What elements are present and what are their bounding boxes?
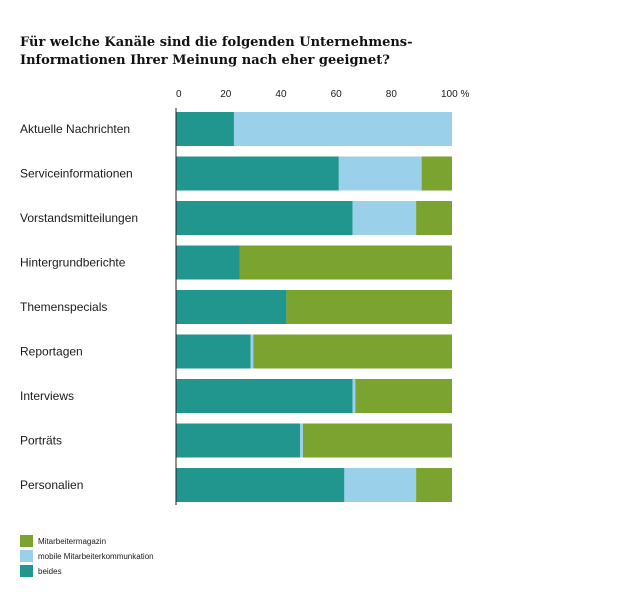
chart-title-line-1: Für welche Kanäle sind die folgenden Unt… bbox=[20, 35, 413, 50]
bar-segment-mobile bbox=[352, 201, 417, 235]
category-label: Interviews bbox=[20, 389, 74, 403]
bar-segment-magazin bbox=[253, 334, 452, 369]
bar-segment-mobile bbox=[250, 334, 254, 369]
chart-title: Für welche Kanäle sind die folgenden Unt… bbox=[20, 34, 440, 70]
bar-segment-magazin bbox=[416, 468, 452, 502]
bar-segment-beides bbox=[176, 112, 234, 146]
category-label: Porträts bbox=[20, 434, 62, 448]
category-label: Reportagen bbox=[20, 345, 83, 359]
bar-segment-beides bbox=[176, 423, 301, 458]
bar-segment-beides bbox=[176, 245, 240, 280]
legend-label: mobile Mitarbeiterkommunkation bbox=[38, 552, 154, 561]
bar-segment-magazin bbox=[239, 245, 452, 280]
bar-segment-mobile bbox=[233, 112, 452, 146]
category-label: Aktuelle Nachrichten bbox=[20, 122, 130, 136]
x-tick-label: 60 bbox=[331, 89, 343, 100]
bars bbox=[176, 112, 452, 502]
legend-swatch bbox=[20, 535, 33, 547]
bar-segment-mobile bbox=[338, 156, 422, 191]
x-tick-label: 80 bbox=[386, 89, 398, 100]
legend: Mitarbeitermagazin mobile Mitarbeiterkomm… bbox=[20, 535, 154, 577]
category-label: Vorstandsmitteilungen bbox=[20, 211, 138, 225]
x-axis-ticks: 0 20 40 60 80 100 % bbox=[176, 89, 469, 100]
bar-segment-mobile bbox=[344, 468, 417, 502]
bar-segment-beides bbox=[176, 290, 287, 324]
category-label: Serviceinformationen bbox=[20, 167, 133, 181]
x-tick-label: 100 % bbox=[441, 89, 469, 100]
bar-segment-beides bbox=[176, 379, 353, 413]
legend-swatch bbox=[20, 550, 33, 562]
category-label: Themenspecials bbox=[20, 300, 107, 314]
legend-label: beides bbox=[38, 567, 62, 576]
legend-swatch bbox=[20, 565, 33, 577]
bar-segment-magazin bbox=[416, 201, 452, 235]
bar-segment-beides bbox=[176, 334, 251, 369]
x-tick-label: 20 bbox=[220, 89, 232, 100]
bar-segment-beides bbox=[176, 468, 345, 502]
chart-title-line-2: Informationen Ihrer Meinung nach eher ge… bbox=[20, 53, 390, 68]
bar-segment-mobile bbox=[352, 379, 356, 413]
bar-segment-magazin bbox=[421, 156, 452, 191]
category-label: Hintergrundberichte bbox=[20, 256, 126, 270]
category-labels: Aktuelle Nachrichten Serviceinformationen… bbox=[20, 122, 138, 492]
legend-label: Mitarbeitermagazin bbox=[38, 537, 106, 546]
category-label: Personalien bbox=[20, 478, 83, 492]
bar-segment-magazin bbox=[286, 290, 452, 324]
x-tick-label: 0 bbox=[176, 89, 182, 100]
bar-segment-beides bbox=[176, 201, 353, 235]
bar-segment-beides bbox=[176, 156, 339, 191]
bar-segment-mobile bbox=[300, 423, 303, 458]
bar-segment-magazin bbox=[302, 423, 452, 458]
bar-segment-magazin bbox=[355, 379, 452, 413]
x-tick-label: 40 bbox=[275, 89, 287, 100]
